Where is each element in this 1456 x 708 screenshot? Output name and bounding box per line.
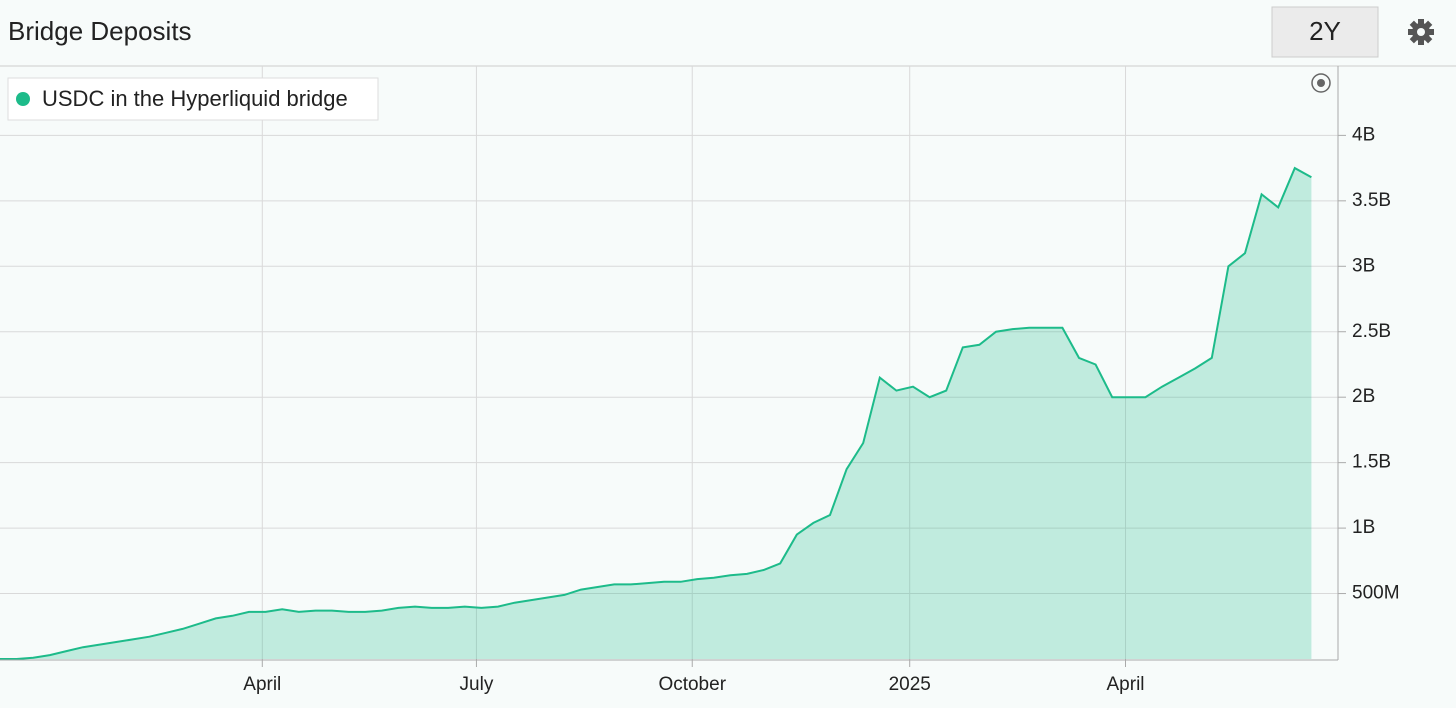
- y-tick-label: 1.5B: [1352, 452, 1391, 473]
- x-tick-label: April: [243, 674, 281, 695]
- y-tick-label: 3.5B: [1352, 190, 1391, 211]
- x-tick-label: October: [658, 674, 726, 695]
- x-tick-label: 2025: [889, 674, 931, 695]
- line: [0, 166, 1312, 660]
- x-tick-label: April: [1107, 674, 1145, 695]
- area: [0, 168, 1312, 659]
- x-tick-label: July: [460, 674, 494, 695]
- plot: April July October 2025 April 500M 1B 1.5B 2B 2.5…: [0, 66, 1400, 695]
- legend-label: USDC in the Hyperliquid bridge: [42, 86, 348, 111]
- y-tick-label: 1B: [1352, 517, 1375, 538]
- y-tick-label: 2B: [1352, 386, 1375, 407]
- legend: [7, 77, 379, 121]
- settings-icon[interactable]: [1408, 19, 1434, 45]
- y-tick-label: 4B: [1352, 124, 1375, 145]
- reset-icon[interactable]: [1311, 73, 1331, 93]
- range-button[interactable]: [1271, 6, 1379, 58]
- legend-marker: [16, 92, 30, 106]
- y-tick-label: 3B: [1352, 255, 1375, 276]
- range-button-label[interactable]: 2Y: [1309, 16, 1341, 46]
- y-tick-label: 500M: [1352, 583, 1400, 604]
- y-tick-label: 2.5B: [1352, 321, 1391, 342]
- chart-title: Bridge Deposits: [8, 16, 192, 46]
